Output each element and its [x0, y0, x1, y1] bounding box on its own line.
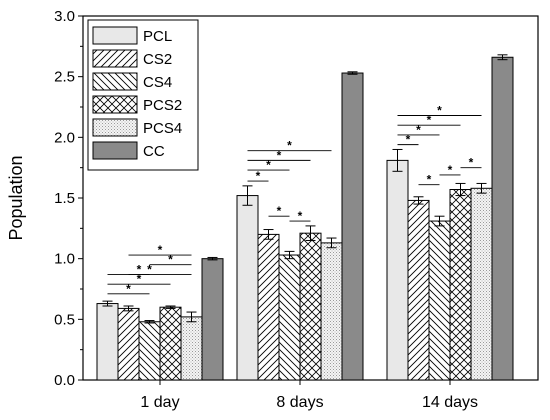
bar-pcs2 [299, 232, 322, 381]
significance-star: * [277, 148, 282, 162]
bar-cs2 [257, 233, 280, 381]
bar-pcs4 [320, 242, 343, 381]
significance-star: * [137, 262, 142, 276]
significance-star: * [448, 163, 453, 177]
legend-swatch-cc [92, 141, 138, 160]
legend-label: PCL [143, 28, 172, 45]
significance-star: * [277, 204, 282, 218]
significance-star: * [427, 113, 432, 127]
bar-pcl [236, 195, 259, 381]
significance-star: * [266, 158, 271, 172]
bars-group [96, 54, 514, 381]
bar-pcs4 [180, 316, 203, 381]
significance-star: * [427, 173, 432, 187]
y-tick-label: 2.5 [54, 69, 75, 86]
bar-cs4 [428, 220, 451, 381]
bar-cs4 [278, 254, 301, 381]
significance-star: * [416, 123, 421, 137]
significance-star: * [406, 133, 411, 147]
significance-star: * [469, 156, 474, 170]
bar-pcs4 [470, 187, 493, 381]
significance-star: * [256, 169, 261, 183]
x-category-label: 14 days [422, 394, 478, 411]
legend: PCL CS2 CS4 PCS2 PCS4 CC [87, 19, 199, 171]
bar-cs2 [407, 199, 430, 381]
significance-star: * [168, 253, 173, 267]
bar-cs4 [138, 321, 161, 381]
bar-pcs2 [159, 306, 182, 381]
bar-cs2 [117, 307, 140, 381]
y-tick-label: 2.0 [54, 129, 75, 146]
x-category-label: 8 days [276, 394, 323, 411]
legend-label: CC [143, 143, 165, 160]
legend-label: CS2 [143, 51, 172, 68]
legend-swatch-pcs4 [92, 118, 138, 137]
y-tick-label: 1.5 [54, 190, 75, 207]
y-tick-label: 1.0 [54, 251, 75, 268]
significance-star: * [126, 282, 131, 296]
y-axis: 0.0 0.5 1.0 1.5 2.0 2.5 3.0 [54, 8, 83, 389]
bar-pcs2 [449, 189, 472, 381]
legend-label: CS4 [143, 74, 172, 91]
bar-cc [491, 56, 514, 381]
significance-star: * [137, 272, 142, 286]
legend-swatch-cs2 [92, 49, 138, 68]
bar-pcl [96, 303, 119, 381]
y-tick-label: 0.5 [54, 311, 75, 328]
legend-swatch-pcl [92, 26, 138, 45]
bar-cc [341, 72, 364, 381]
x-category-label: 1 day [140, 394, 179, 411]
bar-cc [201, 258, 224, 381]
legend-swatch-cs4 [92, 72, 138, 91]
legend-label: PCS4 [143, 120, 182, 137]
bar-pcl [386, 159, 409, 381]
significance-star: * [147, 262, 152, 276]
significance-markers: *********** ******** [107, 103, 482, 296]
legend-label: PCS2 [143, 97, 182, 114]
significance-star: * [287, 139, 292, 153]
y-axis-title: Population [6, 155, 26, 240]
legend-swatch-pcs2 [92, 95, 138, 114]
significance-star: * [437, 103, 442, 117]
significance-star: * [158, 243, 163, 257]
x-axis: 1 day 8 days 14 days [140, 380, 478, 411]
significance-star: * [298, 209, 303, 223]
y-tick-label: 0.0 [54, 372, 75, 389]
y-tick-label: 3.0 [54, 8, 75, 25]
